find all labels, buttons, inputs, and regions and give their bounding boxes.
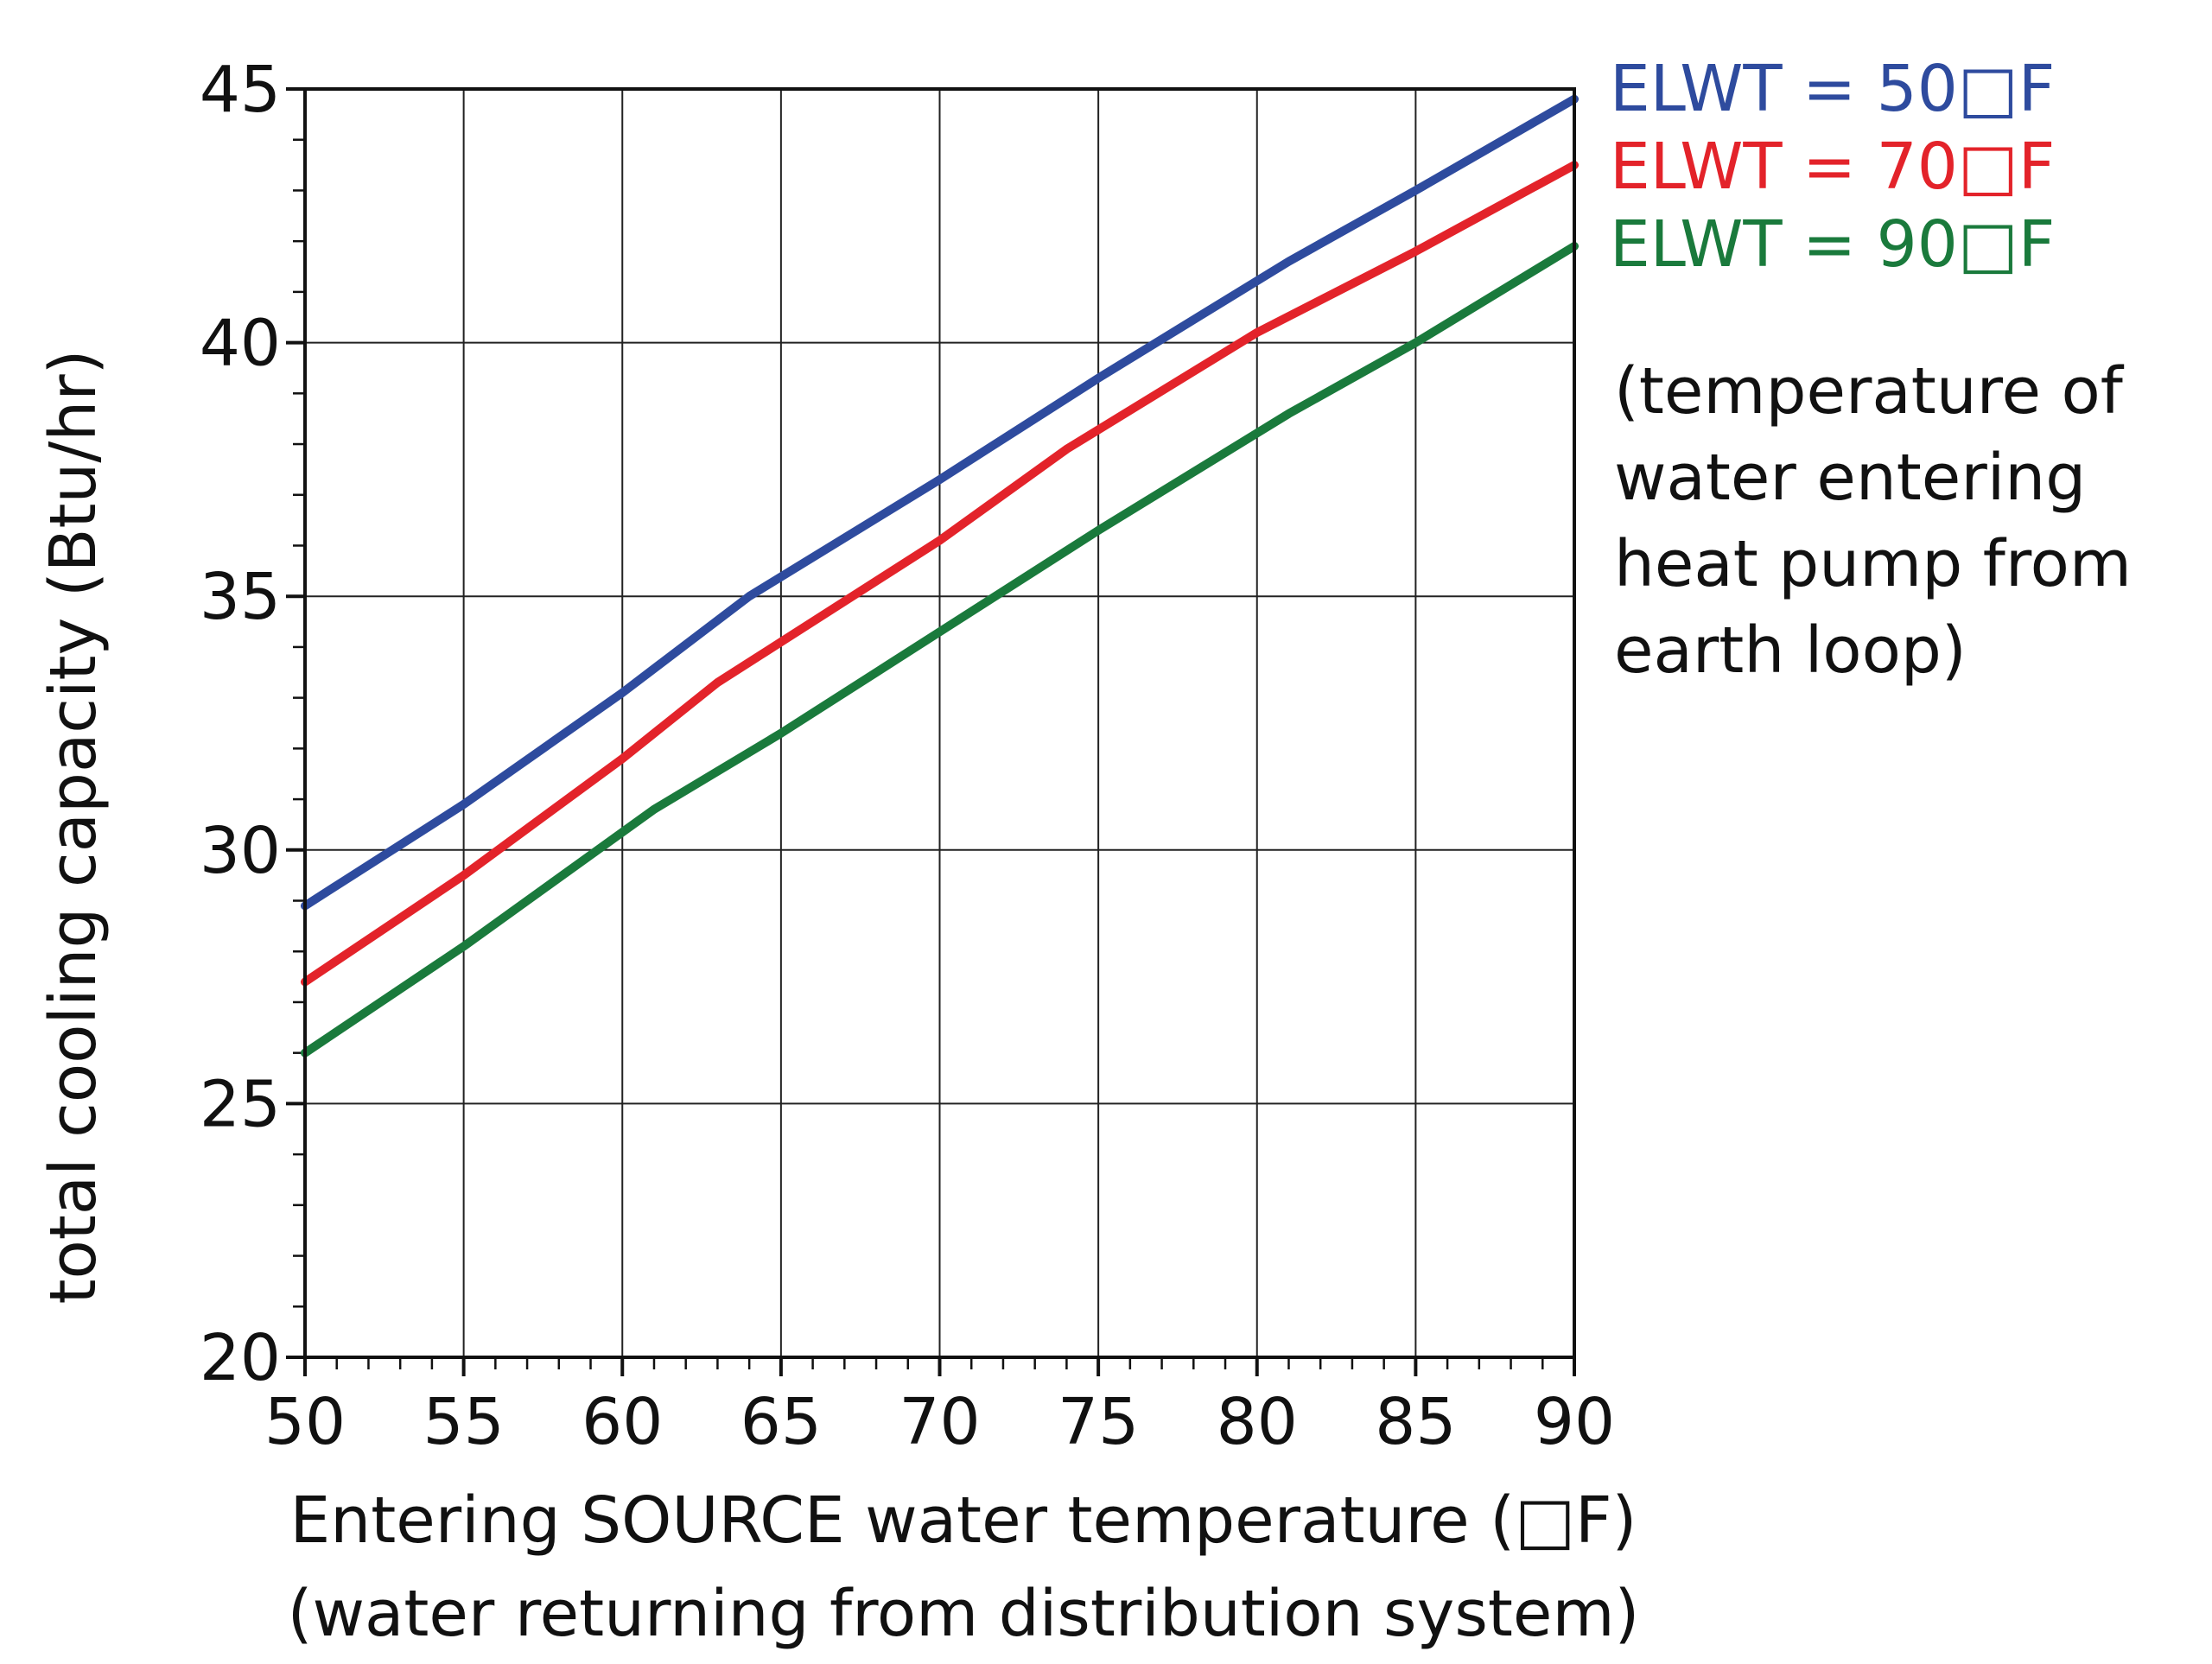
legend: ELWT = 50□F ELWT = 70□F ELWT = 90□F <box>1610 52 2055 282</box>
x-tick-label: 55 <box>423 1385 505 1459</box>
y-axis-title: total cooling capacity (Btu/hr) <box>36 349 111 1304</box>
series-lines <box>301 94 1579 1057</box>
legend-entry-elwt-70: ELWT = 70□F <box>1610 130 2055 204</box>
x-tick-label: 75 <box>1058 1385 1139 1459</box>
y-tick-label: 35 <box>200 560 281 634</box>
x-tick-label: 80 <box>1217 1385 1298 1459</box>
x-tick-label: 70 <box>899 1385 980 1459</box>
y-tick-label: 25 <box>200 1067 281 1141</box>
x-tick-label: 60 <box>582 1385 663 1459</box>
series-line-elwt-50 <box>301 94 1579 911</box>
x-tick-label: 50 <box>264 1385 346 1459</box>
x-axis-subtitle: (water returning from distribution syste… <box>288 1577 1640 1651</box>
annotation-line: water entering <box>1614 441 2086 515</box>
series-line-elwt-90 <box>301 242 1579 1057</box>
annotation-line: heat pump from <box>1614 527 2132 601</box>
y-tick-label: 30 <box>200 814 281 888</box>
annotation-line: earth loop) <box>1614 613 1967 688</box>
grid <box>304 88 1575 1358</box>
annotation-line: (temperature of <box>1614 354 2125 429</box>
axis-ticks <box>286 87 1576 1376</box>
x-axis-title: Entering SOURCE water temperature (□F) <box>290 1483 1637 1558</box>
legend-entry-elwt-50: ELWT = 50□F <box>1610 52 2055 126</box>
series-line-elwt-70 <box>301 161 1579 987</box>
y-tick-label: 45 <box>200 53 281 127</box>
x-tick-label: 85 <box>1375 1385 1456 1459</box>
x-tick-label: 90 <box>1534 1385 1615 1459</box>
tick-labels: 50 55 60 65 70 75 80 85 90 20 25 30 35 40 45 <box>200 53 1615 1459</box>
plot-frame <box>303 87 1576 1359</box>
y-tick-label: 20 <box>200 1321 281 1395</box>
x-tick-label: 65 <box>741 1385 822 1459</box>
legend-entry-elwt-90: ELWT = 90□F <box>1610 207 2055 282</box>
legend-annotation: (temperature of water entering heat pump… <box>1614 354 2132 688</box>
y-tick-label: 40 <box>200 307 281 381</box>
